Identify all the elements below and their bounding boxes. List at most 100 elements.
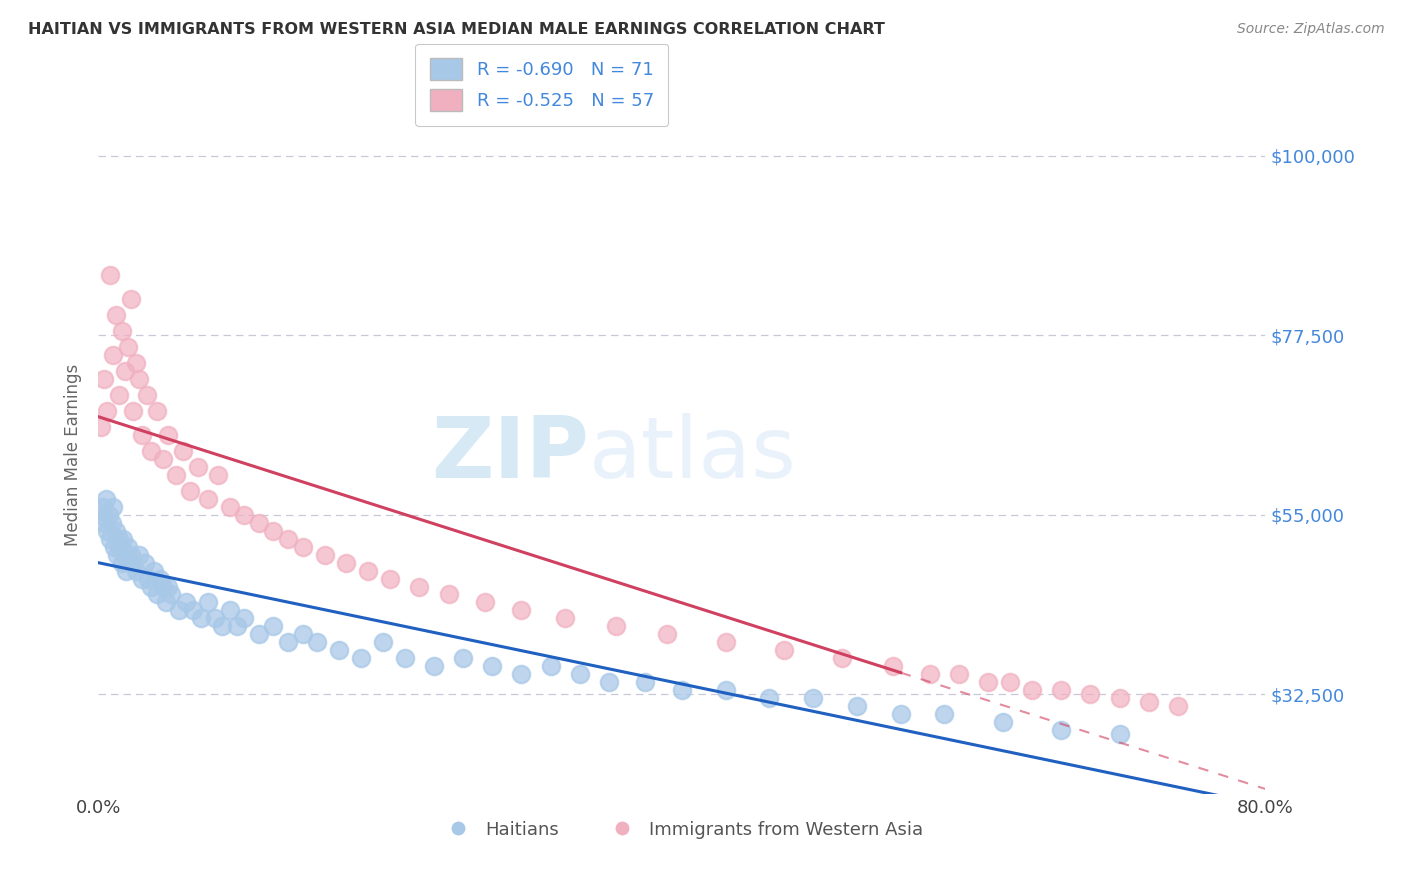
Point [1108,727,1130,741]
Point [190,611,212,625]
Point [114,548,136,562]
Point [114,364,136,378]
Point [125,356,148,370]
Point [247,516,270,530]
Point [120,548,142,562]
Legend: Haitians, Immigrants from Western Asia: Haitians, Immigrants from Western Asia [433,814,931,846]
Point [714,683,737,698]
Point [90,508,112,522]
Point [174,595,197,609]
Point [187,459,209,474]
Point [380,572,402,586]
Point [801,691,824,706]
Point [146,404,169,418]
Point [125,564,148,578]
Point [262,524,284,538]
Point [204,611,226,625]
Point [152,580,174,594]
Point [714,635,737,649]
Point [1137,695,1160,709]
Point [233,508,256,522]
Point [218,603,240,617]
Point [139,580,162,594]
Point [307,635,329,649]
Point [98,532,121,546]
Point [481,659,503,673]
Point [451,651,474,665]
Point [105,548,128,562]
Point [112,532,135,546]
Point [977,675,1000,690]
Point [90,420,112,434]
Point [96,524,118,538]
Point [1050,723,1073,737]
Point [167,603,190,617]
Point [179,483,201,498]
Point [134,556,156,570]
Point [1021,683,1043,698]
Point [371,635,394,649]
Point [197,595,219,609]
Point [115,564,138,578]
Point [111,324,134,338]
Point [152,451,174,466]
Point [110,540,132,554]
Point [1167,699,1189,714]
Point [181,603,204,617]
Point [146,587,169,601]
Point [104,309,127,323]
Point [101,500,124,514]
Text: HAITIAN VS IMMIGRANTS FROM WESTERN ASIA MEDIAN MALE EARNINGS CORRELATION CHART: HAITIAN VS IMMIGRANTS FROM WESTERN ASIA … [28,22,884,37]
Point [423,659,446,673]
Point [93,372,115,386]
Point [510,603,533,617]
Point [139,444,162,458]
Point [172,444,194,458]
Point [98,268,121,283]
Point [634,675,657,690]
Point [142,564,165,578]
Point [122,404,145,418]
Point [831,651,853,665]
Point [474,595,496,609]
Point [554,611,576,625]
Point [93,516,115,530]
Point [918,667,941,681]
Point [157,580,180,594]
Point [165,467,187,482]
Point [991,715,1014,730]
Point [122,556,145,570]
Point [882,659,904,673]
Point [226,619,249,633]
Point [335,556,357,570]
Point [104,524,127,538]
Point [357,564,380,578]
Y-axis label: Median Male Earnings: Median Male Earnings [65,364,83,546]
Point [998,675,1021,690]
Point [948,667,970,681]
Point [117,340,139,354]
Point [934,707,956,722]
Point [773,643,796,657]
Point [437,587,460,601]
Point [94,491,117,506]
Point [128,548,150,562]
Point [1080,687,1102,701]
Point [350,651,373,665]
Point [207,467,229,482]
Point [149,572,172,586]
Point [108,388,131,402]
Point [890,707,912,722]
Point [568,667,591,681]
Point [97,508,120,522]
Text: Source: ZipAtlas.com: Source: ZipAtlas.com [1237,22,1385,37]
Point [136,572,159,586]
Point [394,651,416,665]
Point [197,491,219,506]
Point [135,388,157,402]
Point [101,348,124,362]
Point [100,516,122,530]
Point [128,372,150,386]
Point [160,587,183,601]
Point [598,675,620,690]
